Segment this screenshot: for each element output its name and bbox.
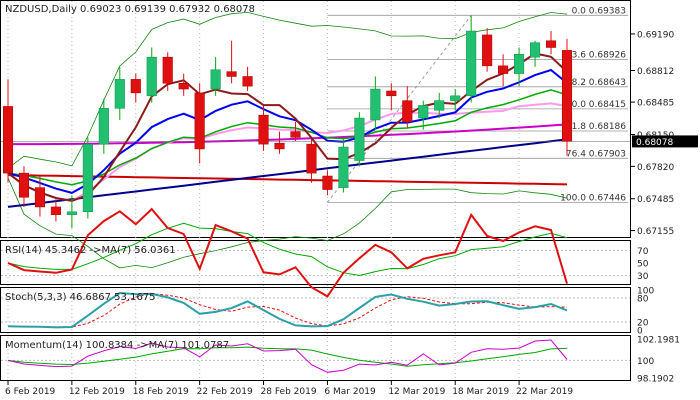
candle-bearish [482, 34, 493, 67]
candle-bearish [194, 92, 205, 150]
candle-bearish [18, 172, 30, 198]
candle-bearish [178, 82, 189, 90]
rsi-line [7, 207, 568, 298]
main-panel-frame [0, 0, 631, 238]
candle-bearish [322, 175, 333, 190]
candle-bullish [82, 143, 93, 213]
stoch-signal-line [7, 293, 568, 328]
stoch-axis-label: 80 [637, 295, 649, 305]
time-tick-label: 28 Feb 2019 [261, 387, 317, 397]
candle-bullish [530, 42, 541, 58]
candle-bullish [434, 100, 445, 111]
bollinger-lower-line [7, 177, 568, 269]
candle-bullish [450, 95, 461, 101]
candle-bearish [290, 131, 301, 138]
stoch-axis-label: 0 [637, 327, 643, 337]
price-axis: 0.691900.688120.684850.681500.678200.674… [630, 30, 674, 237]
time-tick-label: 22 Feb 2019 [197, 387, 253, 397]
rsi-ma-line [7, 222, 568, 277]
time-tick-label: 12 Mar 2019 [388, 387, 445, 397]
time-tick-label: 6 Feb 2019 [5, 387, 56, 397]
ema-blue-line [7, 68, 568, 194]
candle-bearish [274, 142, 285, 150]
price-tick-label: 0.67485 [637, 195, 674, 205]
candle-bearish [162, 56, 173, 84]
time-tick-label: 6 Mar 2019 [324, 387, 376, 397]
momentum-panel-header: Momentum(14) 100.8384 ->MA(7) 101.0787 [5, 340, 229, 351]
momentum-panel-frame [0, 335, 631, 381]
candle-bearish [258, 114, 269, 145]
candle-bearish [242, 76, 253, 87]
candle-bearish [306, 143, 317, 174]
fib-level-label: 50.0 0.68415 [566, 100, 626, 110]
candle-bearish [498, 65, 509, 74]
rsi-axis-label: 70 [637, 247, 649, 257]
rsi-panel-header: RSI(14) 45.3462 ->MA(7) 56.0361 [5, 245, 176, 256]
candle-bullish [98, 108, 109, 145]
sma-blue-line [7, 138, 568, 208]
candle-bullish [66, 211, 77, 215]
candle-bearish [545, 40, 557, 48]
rsi-axis-label: 30 [637, 272, 649, 282]
momentum-axis-label: 102.1981 [637, 336, 680, 346]
candle-bearish [402, 100, 413, 123]
time-tick-label: 22 Mar 2019 [516, 387, 573, 397]
price-tick-label: 0.67820 [637, 163, 674, 173]
candle-bullish [514, 54, 525, 74]
candle-bearish [386, 90, 397, 97]
price-tick-label: 0.67155 [637, 227, 674, 237]
price-tick-label: 0.68812 [637, 67, 674, 77]
momentum-line [7, 339, 568, 373]
time-axis: 6 Feb 2019 12 Feb 2019 18 Feb 2019 22 Feb 2… [5, 381, 573, 397]
fib-level-label: 61.8 0.68186 [566, 122, 626, 132]
time-tick-label: 18 Mar 2019 [452, 387, 509, 397]
candle-bullish [210, 69, 221, 90]
stoch-axis-label: 20 [637, 319, 649, 329]
last-price-label: 0.68078 [636, 138, 673, 148]
stoch-axis-label: 100 [637, 287, 654, 297]
candle-bearish [561, 50, 573, 142]
fibonacci-levels: 0.0 0.69383 23.6 0.68926 38.2 0.68643 50.0 … [327, 6, 628, 203]
time-tick-label: 18 Feb 2019 [133, 387, 189, 397]
candle-bearish [2, 106, 14, 174]
candle-bullish [146, 56, 157, 97]
momentum-axis-label: 100 [637, 357, 654, 367]
sma-long-red-line [7, 174, 568, 186]
fib-level-label: 100.0 0.67446 [560, 193, 626, 203]
candle-bearish [34, 187, 45, 208]
fib-level-label: 0.0 0.69383 [572, 6, 626, 16]
price-tick-label: 0.68485 [637, 99, 674, 109]
fib-level-label: 76.4 0.67903 [566, 149, 626, 159]
candle-bullish [370, 88, 381, 121]
candle-bearish [50, 206, 61, 215]
price-tick-label: 0.69190 [637, 30, 674, 40]
momentum-axis-label: 98.1902 [637, 375, 674, 385]
candle-bullish [466, 30, 477, 97]
fib-level-label: 23.6 0.68926 [566, 50, 626, 60]
stoch-panel-header: Stoch(5,3,3) 46.6867 53.1675 [5, 292, 156, 303]
candle-bullish [338, 146, 349, 188]
ema-green-line [7, 89, 568, 186]
candle-bullish [114, 79, 125, 109]
candle-bearish [130, 79, 141, 94]
time-tick-label: 12 Feb 2019 [69, 387, 125, 397]
last-price-badge: 0.68078 [632, 135, 698, 148]
fib-level-label: 38.2 0.68643 [566, 78, 626, 88]
candle-bullish [418, 105, 429, 119]
candle-bearish [226, 71, 237, 77]
momentum-ma-line [7, 346, 568, 367]
stoch-panel-frame [0, 287, 631, 333]
rsi-axis-label: 50 [637, 260, 649, 270]
candlesticks [2, 15, 573, 229]
rsi-panel-frame [0, 240, 631, 285]
stoch-main-line [7, 291, 568, 329]
candle-bullish [354, 117, 365, 161]
main-panel-header: NZDUSD,Daily 0.69023 0.69139 0.67932 0.6… [5, 4, 255, 15]
